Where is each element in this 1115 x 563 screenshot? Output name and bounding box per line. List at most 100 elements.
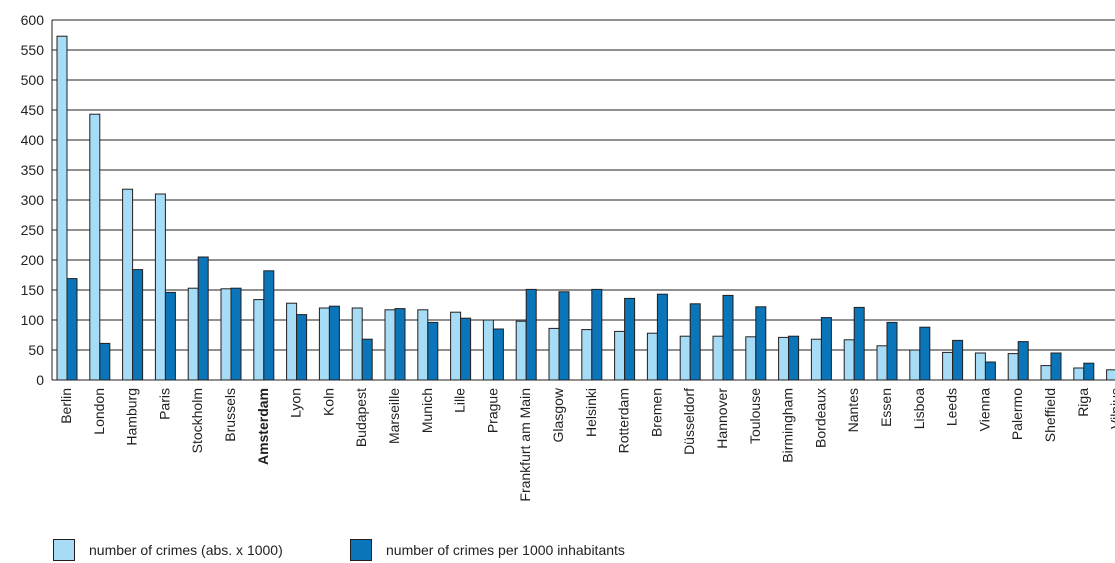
bar-crimes-abs [154, 193, 166, 381]
x-category-label: Lyon [288, 388, 304, 418]
x-category-label: Bordeaux [812, 388, 828, 448]
bar-crimes-abs [942, 351, 954, 381]
bar-crimes-abs [614, 330, 626, 381]
bar-crimes-per-1000 [952, 339, 964, 381]
bar-crimes-abs [712, 335, 724, 381]
x-category-label: Marseille [386, 388, 402, 444]
bar-crimes-per-1000 [197, 256, 209, 381]
legend-label-crimes-per-1000: number of crimes per 1000 inhabitants [386, 542, 625, 558]
x-category-label: Birmingham [780, 388, 796, 463]
bar-crimes-per-1000 [984, 361, 996, 381]
bar-crimes-per-1000 [66, 278, 78, 381]
bar-crimes-abs [581, 329, 593, 381]
x-category-label: Hannover [714, 388, 730, 449]
x-category-label: Toulouse [747, 388, 763, 444]
bar-crimes-per-1000 [591, 288, 603, 381]
bar-crimes-abs [1007, 353, 1019, 381]
bar-crimes-abs [318, 307, 330, 381]
bar-crimes-abs [450, 311, 462, 381]
x-category-label: Vienna [976, 388, 992, 432]
bar-crimes-per-1000 [394, 308, 406, 381]
bar-crimes-abs [351, 307, 363, 381]
y-tick-label: 0 [36, 372, 44, 388]
x-category-label: Riga [1075, 388, 1091, 417]
bar-crimes-per-1000 [1050, 352, 1062, 381]
x-category-label: Nantes [845, 388, 861, 432]
x-category-label: Budapest [353, 388, 369, 447]
y-tick-label: 400 [21, 132, 45, 148]
x-category-label: Stockholm [189, 388, 205, 453]
y-tick-label: 300 [21, 192, 45, 208]
bar-crimes-per-1000 [820, 317, 832, 381]
y-tick-label: 550 [21, 42, 45, 58]
legend-item-crimes-per-1000: number of crimes per 1000 inhabitants [350, 538, 625, 562]
y-tick-label: 350 [21, 162, 45, 178]
bar-crimes-abs [417, 309, 429, 381]
bar-crimes-abs [909, 349, 921, 381]
x-category-label: London [91, 388, 107, 435]
bar-crimes-abs [1073, 367, 1085, 381]
x-category-label: Amsterdam [255, 388, 271, 465]
x-category-label: Essen [878, 388, 894, 427]
x-category-label: Palermo [1009, 388, 1025, 440]
y-tick-label: 200 [21, 252, 45, 268]
bar-crimes-abs [646, 332, 658, 381]
bar-crimes-per-1000 [624, 297, 636, 381]
bar-crimes-abs [745, 336, 757, 381]
bar-crimes-per-1000 [361, 338, 373, 381]
bar-chart: 0 50 100 150 200 250 300 350 400 450 500 550 600 Ber… [21, 12, 1115, 502]
bar-crimes-abs [778, 336, 790, 381]
bar-crimes-abs [679, 335, 691, 381]
y-tick-label: 150 [21, 282, 45, 298]
bar-crimes-per-1000 [722, 294, 734, 381]
bar-crimes-per-1000 [230, 287, 242, 381]
y-tick-label: 450 [21, 102, 45, 118]
bar-crimes-abs [548, 327, 560, 381]
x-category-label: Koln [320, 388, 336, 416]
bar-crimes-per-1000 [853, 306, 865, 381]
x-category-label: Rotterdam [616, 388, 632, 453]
y-tick-label: 600 [21, 12, 45, 28]
bar-crimes-abs [515, 320, 527, 381]
x-category-label: Lille [452, 388, 468, 413]
x-category-label: Helsinki [583, 388, 599, 437]
bar-crimes-abs [974, 352, 986, 381]
bar-crimes-per-1000 [1017, 341, 1029, 381]
bar-crimes-abs [1106, 369, 1115, 381]
x-category-label: Glasgow [550, 387, 566, 442]
bar-crimes-per-1000 [919, 326, 931, 381]
bar-crimes-per-1000 [263, 270, 275, 381]
y-axis-tick-labels: 0 50 100 150 200 250 300 350 400 450 500 550 600 [21, 12, 45, 388]
bar-crimes-abs [876, 345, 888, 381]
bar-crimes-abs [1040, 365, 1052, 381]
bar-crimes-per-1000 [656, 293, 668, 381]
legend-swatch-light-blue [53, 539, 75, 561]
x-category-label: Düsseldorf [681, 388, 697, 455]
bar-crimes-per-1000 [328, 305, 340, 381]
bar-crimes-per-1000 [558, 291, 570, 381]
bar-crimes-abs [810, 338, 822, 381]
x-category-label: Brussels [222, 388, 238, 442]
bar-crimes-per-1000 [132, 269, 144, 381]
x-category-label: Frankfurt am Main [517, 388, 533, 502]
bar-crimes-abs [56, 35, 68, 381]
x-category-label: Lisboa [911, 388, 927, 429]
bar-crimes-abs [286, 302, 298, 381]
bars [56, 35, 1115, 381]
y-tick-label: 50 [28, 342, 44, 358]
bar-crimes-abs [384, 309, 396, 381]
y-tick-label: 100 [21, 312, 45, 328]
bar-crimes-per-1000 [886, 321, 898, 381]
legend-item-crimes-abs: number of crimes (abs. x 1000) [53, 538, 283, 562]
bar-crimes-abs [187, 287, 199, 381]
axes [51, 20, 1115, 381]
x-category-label: Berlin [58, 388, 74, 424]
legend-label-crimes-abs: number of crimes (abs. x 1000) [89, 542, 283, 558]
x-category-label: Hamburg [124, 388, 140, 446]
x-axis-category-labels: Berlin London Hamburg Paris Stockholm Brussel… [58, 387, 1115, 501]
bar-crimes-per-1000 [492, 328, 504, 381]
bar-crimes-per-1000 [460, 317, 472, 381]
bar-crimes-abs [89, 113, 101, 381]
bar-crimes-per-1000 [296, 314, 308, 381]
y-tick-label: 250 [21, 222, 45, 238]
